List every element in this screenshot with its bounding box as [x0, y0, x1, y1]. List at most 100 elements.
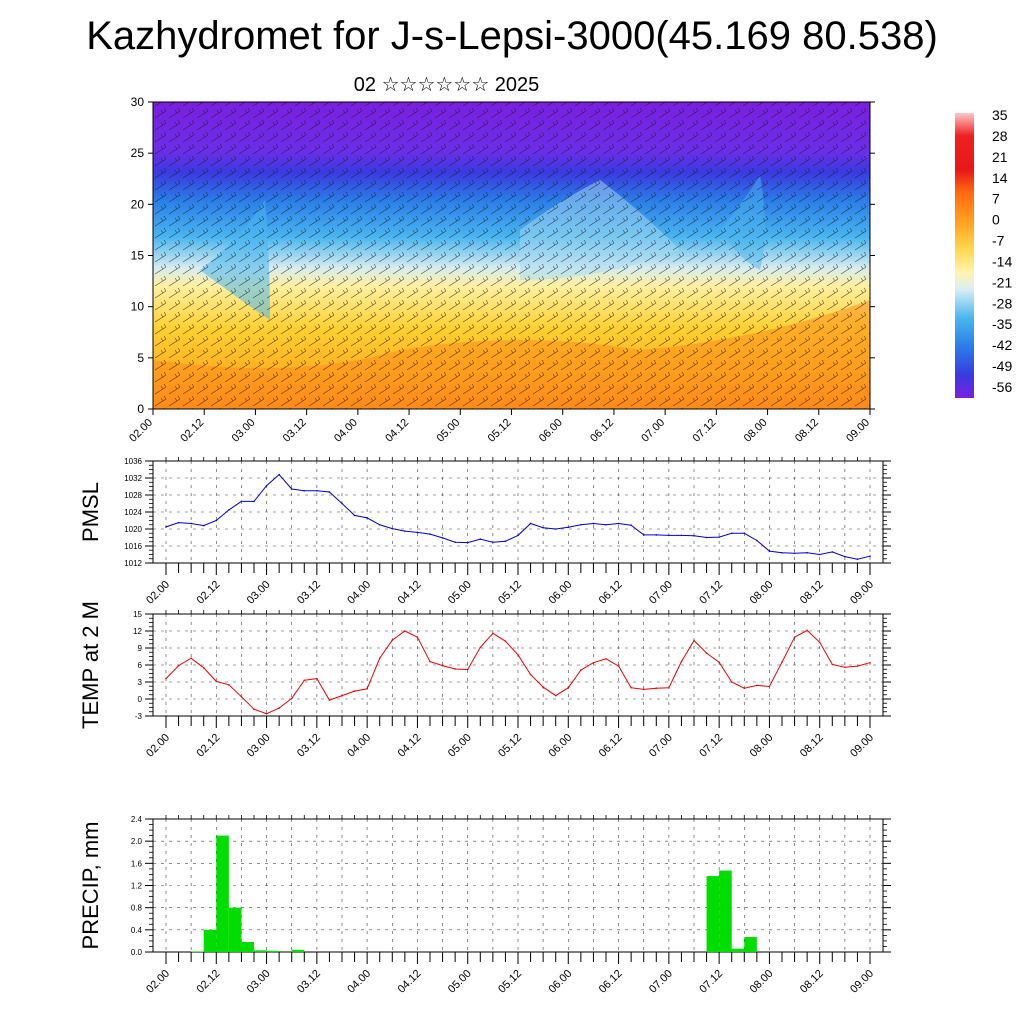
x-tick-label: 02.12: [194, 732, 222, 760]
colorbar-label: -56: [992, 379, 1012, 395]
data-point: [316, 677, 318, 680]
x-tick-label: 09.00: [848, 968, 876, 996]
xs-x-tick-label: 04.12: [383, 417, 411, 445]
y-tick-label: 12: [133, 627, 142, 636]
xs-x-tick-label: 05.00: [434, 417, 462, 445]
data-point: [504, 540, 507, 543]
x-tick-label: 03.00: [245, 968, 273, 996]
data-point: [642, 688, 645, 691]
data-point: [429, 660, 431, 663]
data-point: [366, 688, 368, 690]
y-tick-label: 1012: [124, 559, 142, 568]
x-tick-label: 08.12: [798, 579, 826, 607]
x-tick-label: 06.12: [597, 968, 625, 996]
x-tick-label: 07.00: [647, 579, 675, 607]
y-tick-label: 1016: [124, 542, 142, 551]
x-tick-label: 02.12: [194, 968, 222, 996]
x-tick-label: 07.12: [697, 732, 725, 760]
data-point: [341, 502, 343, 505]
x-tick-label: 04.12: [396, 968, 424, 996]
precip-bar: [731, 948, 745, 952]
data-point: [705, 536, 708, 539]
colorbar-label: 28: [992, 128, 1008, 144]
wind-barbs-overlay: [153, 102, 870, 409]
data-point: [630, 686, 632, 689]
data-point: [253, 708, 255, 710]
xs-y-tick-label: 20: [131, 197, 145, 211]
xs-x-tick-label: 03.00: [230, 417, 258, 445]
xs-x-tick-label: 09.00: [844, 417, 872, 445]
data-point: [265, 712, 268, 715]
y-tick-label: 6: [138, 661, 143, 670]
data-point: [177, 521, 180, 524]
data-point: [253, 500, 255, 503]
temp-panel: -3 0 3 6 9 12 15 02.00 02.12 03.00 03.12 04.00 04.12…: [78, 601, 891, 760]
y-tick-label: 1032: [124, 474, 142, 483]
data-point: [378, 657, 381, 659]
data-point: [818, 641, 821, 644]
x-tick-label: 09.00: [848, 732, 876, 760]
y-tick-label: -3: [135, 712, 143, 721]
data-point: [680, 534, 683, 537]
x-tick-label: 08.12: [798, 732, 826, 760]
data-point: [743, 687, 746, 690]
x-tick-label: 05.00: [446, 732, 474, 760]
x-tick-label: 02.00: [144, 968, 172, 996]
data-point: [554, 528, 557, 530]
colorbar-label: 21: [992, 149, 1008, 165]
xs-y-tick-label: 5: [137, 351, 144, 365]
data-point: [190, 657, 192, 659]
y-tick-label: 1036: [124, 457, 142, 466]
precip-bar: [241, 942, 254, 952]
y-tick-label: 0.4: [131, 926, 143, 935]
data-point: [479, 538, 482, 540]
data-point: [756, 539, 758, 542]
data-point: [466, 541, 469, 544]
data-point: [416, 531, 419, 534]
colorbar-label: -7: [992, 233, 1005, 249]
data-point: [655, 534, 658, 536]
x-tick-label: 07.12: [697, 579, 725, 607]
data-point: [831, 663, 834, 666]
x-tick-label: 03.12: [295, 968, 323, 996]
data-point: [844, 555, 846, 558]
data-point: [240, 695, 243, 698]
data-point: [215, 680, 218, 683]
xs-x-tick-label: 07.12: [691, 417, 719, 445]
y-tick-label: 0.0: [131, 948, 143, 957]
data-point: [592, 522, 595, 525]
x-tick-label: 06.00: [546, 968, 574, 996]
data-point: [479, 646, 482, 649]
precip-bar: [706, 876, 720, 952]
data-point: [730, 532, 733, 535]
data-point: [190, 522, 192, 525]
data-point: [567, 526, 570, 529]
data-point: [869, 555, 871, 557]
precip-bar: [744, 937, 757, 952]
data-point: [793, 552, 796, 555]
data-point: [592, 661, 595, 664]
data-point: [228, 509, 230, 511]
data-point: [668, 686, 670, 689]
precip-bar: [191, 951, 204, 952]
data-point: [781, 661, 783, 663]
data-point: [743, 532, 746, 535]
chart-subtitle: 02 ☆☆☆☆☆☆ 2025: [353, 74, 540, 96]
data-point: [316, 489, 318, 492]
precip-bar: [291, 949, 305, 952]
data-point: [831, 551, 834, 553]
data-point: [165, 677, 167, 680]
xs-x-tick-label: 07.00: [639, 417, 667, 445]
data-point: [718, 661, 720, 663]
data-point: [781, 552, 783, 554]
cross-section-panel: 0 5 10 15 20 25 30 02.00 02.12 03.00 03.12 04.00 04.…: [127, 95, 875, 445]
data-point: [517, 534, 519, 537]
colorbar-label: -35: [992, 316, 1012, 332]
pmsl-panel: 1012 1016 1020 1024 1028 1032 1036 02.00 02.12 03…: [78, 457, 891, 607]
data-point: [580, 669, 582, 671]
x-tick-label: 03.12: [295, 732, 323, 760]
data-point: [454, 541, 456, 543]
x-tick-label: 08.00: [748, 579, 776, 607]
x-tick-label: 03.00: [245, 579, 273, 607]
